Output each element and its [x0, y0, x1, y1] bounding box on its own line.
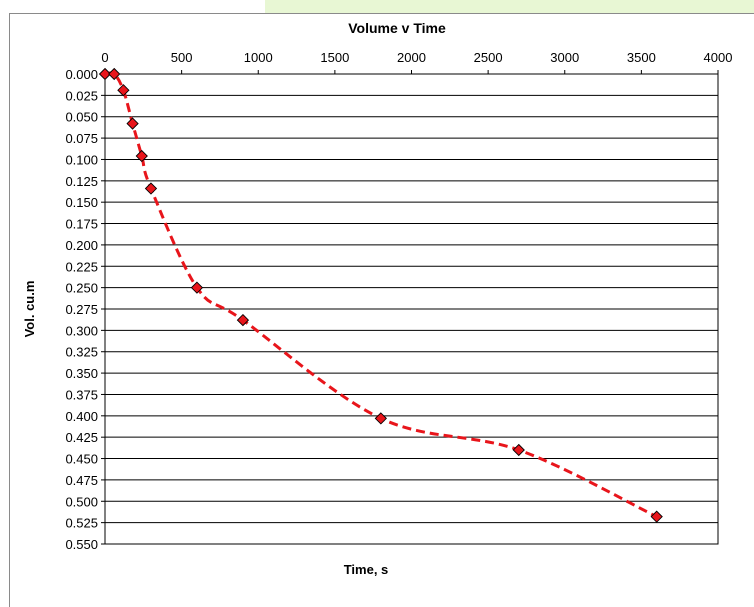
y-tick-label: 0.225 [65, 259, 98, 274]
chart-title: Volume v Time [348, 20, 446, 36]
y-tick-label: 0.525 [65, 516, 98, 531]
y-tick-label: 0.450 [65, 452, 98, 467]
chart-area [9, 13, 754, 607]
y-tick-label: 0.175 [65, 217, 98, 232]
y-axis-label: Vol. cu.m [22, 281, 37, 338]
data-point-marker [108, 67, 121, 81]
x-axis-ticks: 0 500 1000 1500 2000 2500 3000 3500 4000 [101, 50, 732, 74]
dashed-trend-line [104, 71, 658, 519]
data-point-marker [650, 510, 663, 523]
data-point-marker [144, 182, 158, 195]
data-point-marker [126, 117, 139, 130]
y-tick-label: 0.500 [65, 494, 98, 509]
y-tick-label: 0.200 [65, 238, 98, 253]
data-point-marker [117, 84, 130, 97]
y-tick-label: 0.275 [65, 302, 98, 317]
data-point-marker [512, 443, 525, 457]
data-point-marker [374, 412, 387, 425]
y-tick-label: 0.150 [65, 195, 98, 210]
y-tick-label: 0.550 [65, 537, 98, 552]
y-tick-label: 0.075 [65, 131, 98, 146]
grid-lines [105, 73, 718, 545]
data-markers [98, 67, 663, 523]
x-tick-label: 1500 [320, 50, 349, 65]
data-point-marker [135, 149, 148, 163]
y-tick-label: 0.375 [65, 387, 98, 402]
y-tick-label: 0.125 [65, 174, 98, 189]
y-tick-label: 0.400 [65, 409, 98, 424]
y-tick-label: 0.000 [65, 67, 98, 82]
y-tick-label: 0.050 [65, 110, 98, 125]
x-tick-label: 3500 [627, 50, 656, 65]
y-tick-label: 0.475 [65, 473, 98, 488]
x-tick-label: 2500 [474, 50, 503, 65]
y-tick-label: 0.025 [65, 88, 98, 103]
y-tick-label: 0.100 [65, 152, 98, 167]
x-tick-label: 1000 [244, 50, 273, 65]
x-tick-label: 500 [171, 50, 193, 65]
x-axis-label: Time, s [344, 562, 389, 577]
data-point-marker [190, 281, 204, 294]
y-axis-ticks: 0.000 0.025 0.050 0.075 0.100 0.125 0.150 0.175… [65, 67, 105, 552]
y-tick-label: 0.425 [65, 430, 98, 445]
x-tick-label: 4000 [704, 50, 733, 65]
y-tick-label: 0.325 [65, 345, 98, 360]
y-tick-label: 0.250 [65, 281, 98, 296]
x-tick-label: 3000 [550, 50, 579, 65]
data-point-marker [236, 313, 250, 327]
x-tick-label: 2000 [397, 50, 426, 65]
x-tick-label: 0 [101, 50, 108, 65]
data-point-marker [98, 67, 112, 81]
y-tick-label: 0.350 [65, 366, 98, 381]
y-tick-label: 0.300 [65, 323, 98, 338]
